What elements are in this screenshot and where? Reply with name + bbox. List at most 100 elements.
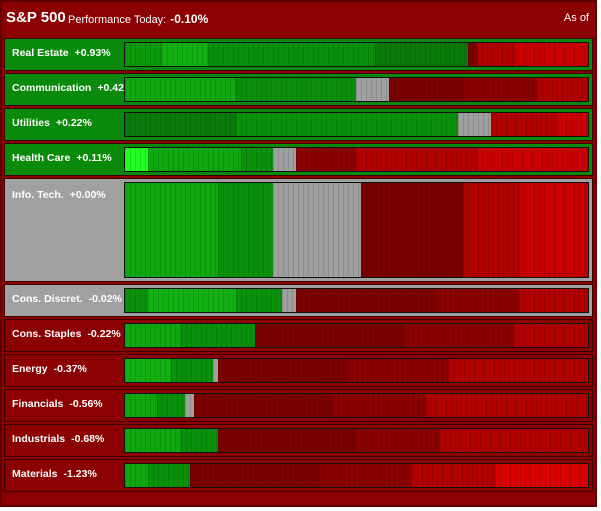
stock-segment[interactable] xyxy=(157,394,186,417)
stock-segment[interactable] xyxy=(125,183,218,277)
sector-heat-bar[interactable] xyxy=(124,182,589,278)
sector-row[interactable]: Energy -0.37% xyxy=(4,354,593,387)
stock-segment[interactable] xyxy=(375,43,450,66)
sector-row[interactable]: Industrials -0.68% xyxy=(4,424,593,457)
stock-segment[interactable] xyxy=(125,78,237,101)
stock-segment[interactable] xyxy=(356,78,389,101)
stock-segment[interactable] xyxy=(217,183,274,277)
stock-segment[interactable] xyxy=(537,78,588,101)
stock-segment[interactable] xyxy=(458,113,491,136)
widget-header: S&P 500 Performance Today: -0.10% As of xyxy=(2,2,595,36)
stock-segment[interactable] xyxy=(273,183,362,277)
stock-segment[interactable] xyxy=(148,289,237,312)
stock-segment[interactable] xyxy=(490,113,556,136)
stock-segment[interactable] xyxy=(125,394,158,417)
stock-segment[interactable] xyxy=(296,289,436,312)
sector-heat-bar[interactable] xyxy=(124,393,589,418)
sector-heat-bar[interactable] xyxy=(124,323,589,348)
sector-label: Health Care +0.11% xyxy=(12,144,112,173)
sector-row[interactable]: Utilities +0.22% xyxy=(4,108,593,141)
sector-row[interactable]: Info. Tech. +0.00% xyxy=(4,178,593,282)
stock-segment[interactable] xyxy=(462,78,538,101)
stock-segment[interactable] xyxy=(236,289,283,312)
stock-segment[interactable] xyxy=(208,43,375,66)
stock-segment[interactable] xyxy=(296,148,357,171)
sector-row[interactable]: Health Care +0.11% xyxy=(4,143,593,176)
stock-segment[interactable] xyxy=(462,183,519,277)
stock-segment[interactable] xyxy=(180,429,218,452)
stock-segment[interactable] xyxy=(236,113,459,136)
stock-segment[interactable] xyxy=(439,429,588,452)
sector-change: -0.68% xyxy=(71,433,105,445)
stock-segment[interactable] xyxy=(388,78,463,101)
stock-segment[interactable] xyxy=(495,464,588,487)
stock-segment[interactable] xyxy=(356,429,440,452)
stock-segment[interactable] xyxy=(435,289,519,312)
stock-segment[interactable] xyxy=(361,183,463,277)
sector-label: Materials -1.23% xyxy=(12,460,97,489)
stock-segment[interactable] xyxy=(125,324,181,347)
stock-segment[interactable] xyxy=(125,43,163,66)
stock-segment[interactable] xyxy=(125,464,149,487)
sector-heat-bar[interactable] xyxy=(124,463,589,488)
stock-segment[interactable] xyxy=(476,43,514,66)
stock-segment[interactable] xyxy=(518,183,588,277)
sector-heat-bar[interactable] xyxy=(124,42,589,67)
stock-segment[interactable] xyxy=(180,324,255,347)
stock-segment[interactable] xyxy=(217,429,357,452)
stock-segment[interactable] xyxy=(125,359,172,382)
stock-segment[interactable] xyxy=(402,324,514,347)
stock-segment[interactable] xyxy=(412,464,496,487)
stock-segment[interactable] xyxy=(125,113,237,136)
performance-value: -0.10% xyxy=(170,12,209,26)
stock-segment[interactable] xyxy=(194,394,334,417)
sector-row[interactable]: Cons. Staples -0.22% xyxy=(4,319,593,352)
stock-segment[interactable] xyxy=(125,429,181,452)
stock-segment[interactable] xyxy=(513,43,588,66)
sector-change: -1.23% xyxy=(63,468,97,480)
stock-segment[interactable] xyxy=(282,289,297,312)
stock-segment[interactable] xyxy=(356,148,477,171)
sector-row[interactable]: Materials -1.23% xyxy=(4,459,593,492)
sector-heat-bar[interactable] xyxy=(124,77,589,102)
stock-segment[interactable] xyxy=(236,78,357,101)
stock-segment[interactable] xyxy=(171,359,213,382)
stock-segment[interactable] xyxy=(189,464,320,487)
sector-heat-bar[interactable] xyxy=(124,358,589,383)
sector-heat-bar[interactable] xyxy=(124,112,589,137)
stock-segment[interactable] xyxy=(347,359,450,382)
stock-segment[interactable] xyxy=(467,43,477,66)
stock-segment[interactable] xyxy=(217,359,348,382)
stock-segment[interactable] xyxy=(148,464,190,487)
sector-row[interactable]: Real Estate +0.93% xyxy=(4,38,593,71)
sector-row[interactable]: Cons. Discret. -0.02% xyxy=(4,284,593,317)
stock-segment[interactable] xyxy=(125,148,149,171)
sector-heat-bar[interactable] xyxy=(124,147,589,172)
sector-heat-bar[interactable] xyxy=(124,288,589,313)
index-title: S&P 500 xyxy=(6,9,66,26)
stock-segment[interactable] xyxy=(254,324,403,347)
sector-change: -0.22% xyxy=(87,328,121,340)
stock-segment[interactable] xyxy=(449,359,588,382)
sector-label: Cons. Discret. -0.02% xyxy=(12,285,122,314)
sector-heat-bar[interactable] xyxy=(124,428,589,453)
sector-name: Cons. Staples xyxy=(12,328,82,340)
stock-segment[interactable] xyxy=(319,464,413,487)
stock-segment[interactable] xyxy=(425,394,588,417)
stock-segment[interactable] xyxy=(162,43,209,66)
stock-segment[interactable] xyxy=(148,148,241,171)
stock-segment[interactable] xyxy=(555,113,588,136)
sector-change: +0.93% xyxy=(74,47,111,59)
stock-segment[interactable] xyxy=(273,148,297,171)
stock-segment[interactable] xyxy=(212,359,218,382)
stock-segment[interactable] xyxy=(125,289,149,312)
sector-row[interactable]: Communication +0.42% xyxy=(4,73,593,106)
stock-segment[interactable] xyxy=(240,148,274,171)
stock-segment[interactable] xyxy=(518,289,588,312)
stock-segment[interactable] xyxy=(513,324,588,347)
stock-segment[interactable] xyxy=(476,148,588,171)
sector-row[interactable]: Financials -0.56% xyxy=(4,389,593,422)
stock-segment[interactable] xyxy=(333,394,426,417)
stock-segment[interactable] xyxy=(185,394,195,417)
stock-segment[interactable] xyxy=(449,43,468,66)
